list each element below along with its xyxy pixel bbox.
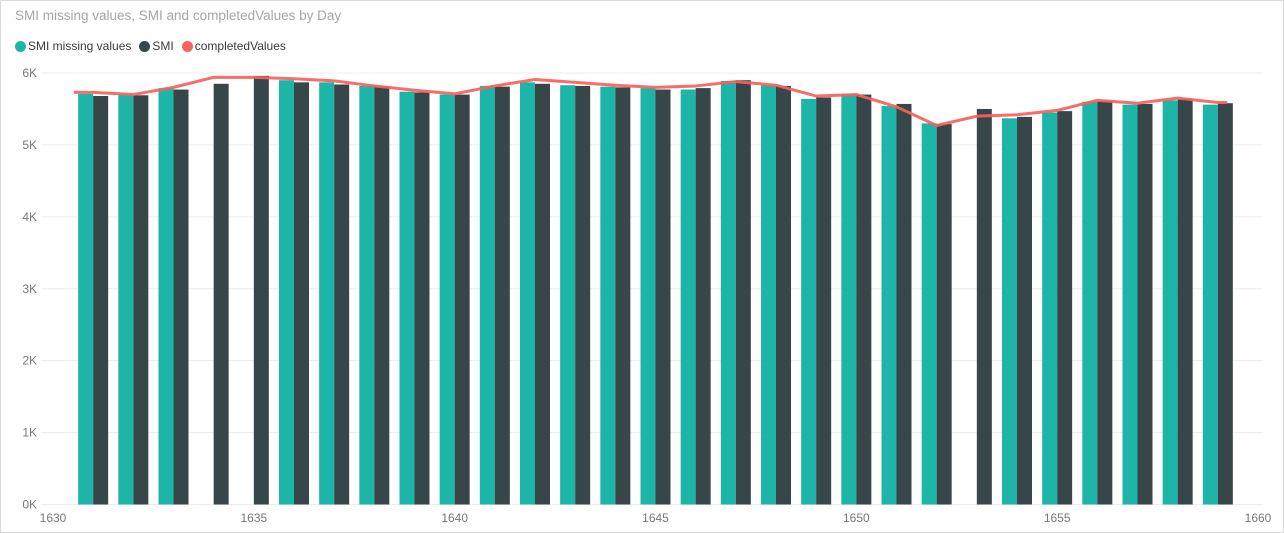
x-axis-label: 1630 xyxy=(40,511,67,525)
legend-label: SMI missing values xyxy=(28,39,132,53)
legend-item-smi-missing-values[interactable]: SMI missing values xyxy=(15,39,131,53)
bar-smi-missing-values-1631[interactable] xyxy=(78,93,94,505)
y-axis-label: 5K xyxy=(22,138,37,152)
bar-smi-1650[interactable] xyxy=(856,94,872,505)
bar-smi-missing-values-1658[interactable] xyxy=(1162,100,1178,505)
bar-smi-1659[interactable] xyxy=(1217,103,1233,505)
legend-label: completedValues xyxy=(194,39,286,53)
bar-smi-missing-values-1649[interactable] xyxy=(801,98,817,505)
x-axis-label: 1660 xyxy=(1245,511,1272,525)
bar-smi-missing-values-1637[interactable] xyxy=(319,82,335,505)
chart-title: SMI missing values, SMI and completedVal… xyxy=(15,8,342,23)
bar-smi-missing-values-1632[interactable] xyxy=(118,94,134,505)
bar-smi-1653[interactable] xyxy=(976,108,992,505)
y-axis-label: 1K xyxy=(22,426,37,440)
bar-smi-missing-values-1654[interactable] xyxy=(1002,118,1017,505)
bar-smi-1651[interactable] xyxy=(896,103,912,505)
bar-smi-1647[interactable] xyxy=(735,80,751,505)
bar-smi-missing-values-1655[interactable] xyxy=(1042,112,1058,505)
bar-smi-missing-values-1643[interactable] xyxy=(560,85,576,505)
bar-smi-1644[interactable] xyxy=(615,87,631,505)
bar-smi-missing-values-1651[interactable] xyxy=(881,106,897,505)
bar-smi-1637[interactable] xyxy=(334,84,350,505)
bar-smi-1638[interactable] xyxy=(374,86,390,505)
legend-dot-icon xyxy=(139,40,151,52)
bar-smi-missing-values-1644[interactable] xyxy=(600,86,616,505)
bar-smi-missing-values-1638[interactable] xyxy=(359,85,375,505)
bar-smi-missing-values-1640[interactable] xyxy=(439,94,455,505)
bar-smi-1643[interactable] xyxy=(575,85,591,505)
legend-dot-icon xyxy=(15,40,26,52)
bar-smi-1649[interactable] xyxy=(816,97,832,505)
bar-smi-1658[interactable] xyxy=(1177,98,1193,505)
bar-smi-missing-values-1657[interactable] xyxy=(1122,104,1138,505)
bar-smi-missing-values-1656[interactable] xyxy=(1082,101,1098,505)
bar-smi-1654[interactable] xyxy=(1017,116,1032,505)
bar-smi-1634[interactable] xyxy=(213,83,229,505)
bar-smi-1633[interactable] xyxy=(173,89,189,505)
y-axis-label: 4K xyxy=(22,210,37,224)
bar-smi-1636[interactable] xyxy=(294,82,309,505)
bar-smi-1648[interactable] xyxy=(776,85,791,505)
x-axis-label: 1645 xyxy=(642,511,669,525)
completedvalues-line[interactable] xyxy=(73,75,1228,127)
bar-smi-missing-values-1645[interactable] xyxy=(640,88,656,505)
bar-smi-missing-values-1659[interactable] xyxy=(1202,104,1218,505)
bar-smi-1631[interactable] xyxy=(93,96,109,505)
bar-smi-missing-values-1652[interactable] xyxy=(921,123,937,505)
y-axis-label: 0K xyxy=(22,498,37,512)
x-axis-label: 1650 xyxy=(843,511,870,525)
legend-item-smi[interactable]: SMI xyxy=(139,39,174,53)
y-axis-label: 2K xyxy=(22,354,37,368)
bar-smi-missing-values-1636[interactable] xyxy=(279,80,294,505)
legend-dot-icon xyxy=(181,40,193,52)
x-axis-label: 1635 xyxy=(240,511,267,525)
y-axis-label: 3K xyxy=(22,282,37,296)
bar-smi-1657[interactable] xyxy=(1137,103,1153,505)
legend-item-completedvalues[interactable]: completedValues xyxy=(181,39,286,53)
legend-label: SMI xyxy=(152,39,174,53)
bar-smi-missing-values-1648[interactable] xyxy=(761,85,776,505)
x-axis-label: 1640 xyxy=(441,511,468,525)
bar-smi-1635[interactable] xyxy=(253,75,269,505)
bar-smi-1632[interactable] xyxy=(133,95,149,505)
bar-smi-1640[interactable] xyxy=(454,94,470,505)
bar-smi-1652[interactable] xyxy=(936,124,952,505)
bar-smi-1642[interactable] xyxy=(535,83,550,505)
bar-smi-1645[interactable] xyxy=(655,89,671,505)
bar-smi-1641[interactable] xyxy=(494,86,510,505)
bar-smi-1655[interactable] xyxy=(1057,111,1073,505)
bar-smi-missing-values-1641[interactable] xyxy=(479,85,495,505)
bar-smi-missing-values-1647[interactable] xyxy=(720,80,736,505)
y-axis-label: 6K xyxy=(22,66,37,80)
bar-smi-1639[interactable] xyxy=(414,92,430,505)
bar-smi-missing-values-1646[interactable] xyxy=(680,89,696,505)
bar-smi-missing-values-1650[interactable] xyxy=(841,93,857,505)
bar-smi-missing-values-1639[interactable] xyxy=(399,91,415,505)
bar-smi-missing-values-1633[interactable] xyxy=(158,88,174,505)
bar-smi-1656[interactable] xyxy=(1097,101,1113,505)
bar-smi-missing-values-1642[interactable] xyxy=(520,82,535,505)
x-axis-label: 1655 xyxy=(1044,511,1071,525)
bar-smi-1646[interactable] xyxy=(695,88,711,505)
legend: SMI missing values SMI completedValues xyxy=(15,39,294,53)
